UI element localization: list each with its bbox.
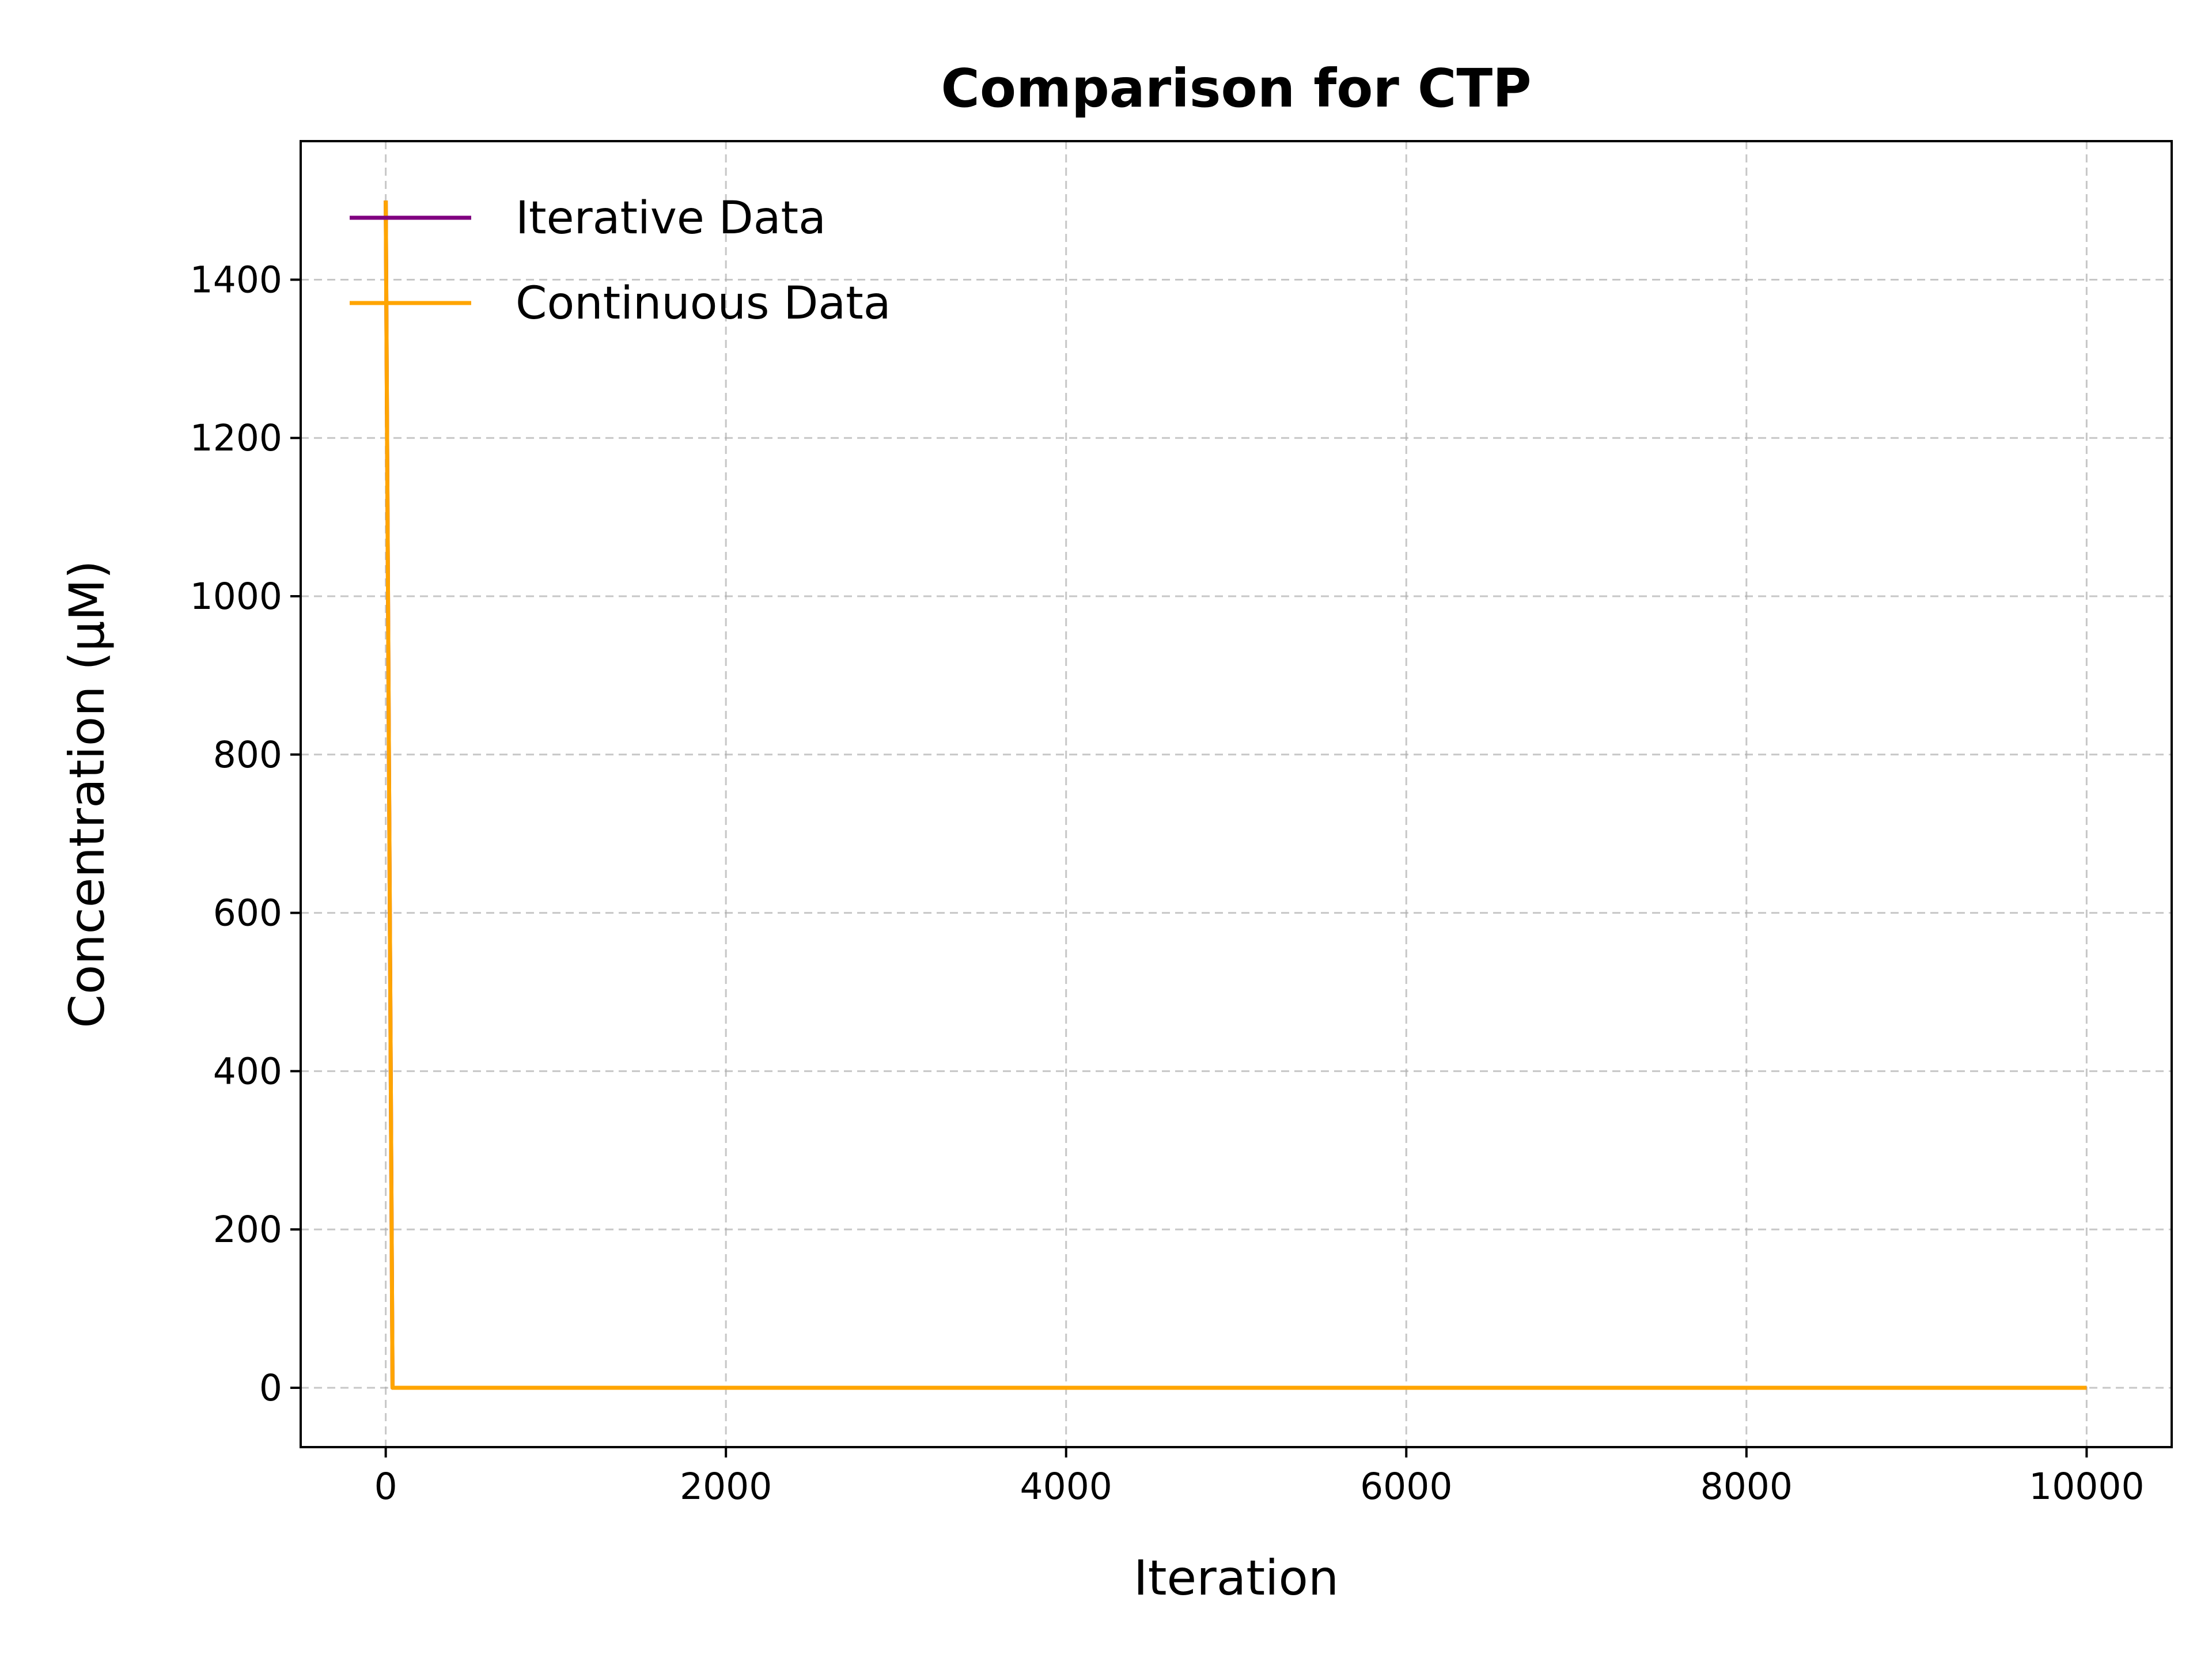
grid-lines	[301, 141, 2172, 1447]
legend: Iterative Data Continuous Data	[350, 192, 891, 330]
x-tick-label: 4000	[1020, 1466, 1112, 1508]
data-series	[384, 200, 2087, 1390]
x-tick-label: 8000	[1700, 1466, 1793, 1508]
x-tick-label: 6000	[1360, 1466, 1452, 1508]
y-tick-label: 400	[213, 1050, 282, 1092]
y-tick-label: 200	[213, 1209, 282, 1251]
series-line-1	[384, 200, 2087, 1390]
plot-frame	[300, 140, 2173, 1448]
legend-label: Iterative Data	[516, 192, 826, 244]
x-axis-label: Iteration	[1134, 1550, 1339, 1606]
y-tick-label: 600	[213, 892, 282, 934]
y-tick-label: 1200	[190, 417, 282, 459]
x-tick-label: 10000	[2029, 1466, 2144, 1508]
chart-title: Comparison for CTP	[941, 58, 1531, 119]
x-tick-label: 0	[374, 1466, 397, 1508]
y-axis-label: Concentration (μM)	[59, 560, 115, 1028]
x-axis-ticks: 0 2000 4000 6000 8000 10000	[374, 1447, 2145, 1508]
legend-label: Continuous Data	[516, 278, 891, 330]
y-tick-label: 1400	[190, 259, 282, 301]
y-tick-label: 800	[213, 734, 282, 776]
y-tick-label: 0	[259, 1367, 282, 1409]
y-tick-label: 1000	[190, 576, 282, 618]
y-axis-ticks: 0 200 400 600 800 1000 1200 1400	[190, 259, 301, 1409]
x-tick-label: 2000	[680, 1466, 772, 1508]
series-line-2	[384, 200, 2087, 1390]
